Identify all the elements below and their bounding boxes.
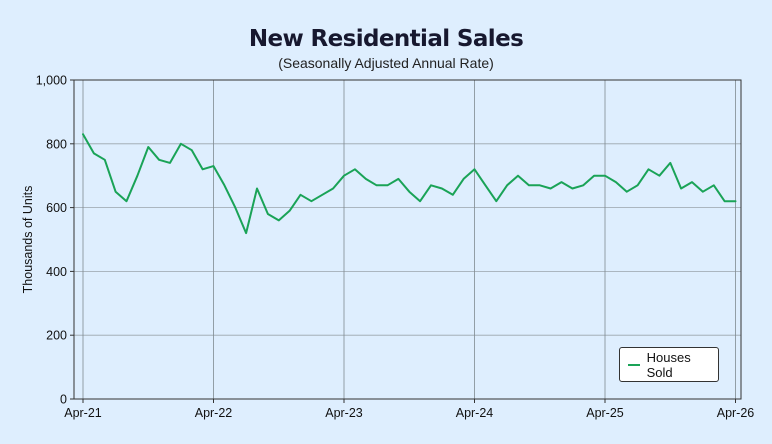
x-tick-label: Apr-21 <box>64 406 102 420</box>
data-point <box>321 194 323 196</box>
data-point <box>474 168 476 170</box>
chart-subtitle: (Seasonally Adjusted Annual Rate) <box>278 55 494 71</box>
data-point <box>724 200 726 202</box>
data-point <box>615 181 617 183</box>
data-point <box>202 168 204 170</box>
x-tick-label: Apr-22 <box>195 406 233 420</box>
plot-frame <box>73 79 742 400</box>
data-point <box>419 200 421 202</box>
data-point <box>180 143 182 145</box>
data-point <box>93 152 95 154</box>
y-tick-label: 200 <box>46 329 67 343</box>
data-point <box>267 213 269 215</box>
data-point <box>300 194 302 196</box>
data-point <box>136 175 138 177</box>
data-point <box>158 159 160 161</box>
data-point <box>289 210 291 212</box>
data-point <box>561 181 563 183</box>
data-point <box>256 187 258 189</box>
data-point <box>115 191 117 193</box>
data-point <box>528 184 530 186</box>
data-point <box>713 184 715 186</box>
data-point <box>234 207 236 209</box>
data-point <box>278 219 280 221</box>
data-point <box>593 175 595 177</box>
data-point <box>213 165 215 167</box>
data-point <box>484 184 486 186</box>
data-point <box>506 184 508 186</box>
data-point <box>147 146 149 148</box>
data-point <box>735 200 737 202</box>
data-point <box>463 178 465 180</box>
data-point <box>343 175 345 177</box>
data-point <box>126 200 128 202</box>
chart-legend: Houses Sold <box>619 347 719 382</box>
data-point <box>680 187 682 189</box>
y-axis-label: Thousands of Units <box>21 186 35 294</box>
data-point <box>452 194 454 196</box>
data-point <box>365 178 367 180</box>
series-line-houses-sold <box>82 133 737 235</box>
y-tick-label: 0 <box>60 393 67 407</box>
data-point <box>691 181 693 183</box>
chart-title: New Residential Sales <box>248 26 524 52</box>
data-point <box>669 162 671 164</box>
legend-label: Houses Sold <box>646 349 691 380</box>
data-point <box>658 175 660 177</box>
y-tick-label: 800 <box>46 137 67 151</box>
x-tick-label: Apr-25 <box>586 406 624 420</box>
data-point <box>387 184 389 186</box>
data-point <box>376 184 378 186</box>
data-point <box>517 175 519 177</box>
data-point <box>310 200 312 202</box>
plot-area <box>74 80 741 399</box>
x-tick-label: Apr-23 <box>325 406 363 420</box>
y-tick-label: 1,000 <box>36 74 67 88</box>
y-tick-label: 400 <box>46 265 67 279</box>
x-tick-label: Apr-26 <box>717 406 755 420</box>
data-point <box>191 149 193 151</box>
data-point <box>223 184 225 186</box>
data-point <box>648 168 650 170</box>
data-point <box>104 159 106 161</box>
data-point <box>169 162 171 164</box>
data-point <box>626 191 628 193</box>
data-point <box>354 168 356 170</box>
data-point <box>571 187 573 189</box>
data-point <box>441 187 443 189</box>
data-point <box>495 200 497 202</box>
data-point <box>539 184 541 186</box>
data-point <box>550 187 552 189</box>
data-point <box>637 184 639 186</box>
data-point <box>702 191 704 193</box>
data-point <box>430 184 432 186</box>
data-point <box>408 191 410 193</box>
data-point <box>332 187 334 189</box>
x-tick-label: Apr-24 <box>456 406 494 420</box>
data-point <box>582 184 584 186</box>
data-point <box>82 133 84 135</box>
data-point <box>245 232 247 234</box>
data-point <box>397 178 399 180</box>
legend-swatch <box>628 363 640 366</box>
y-tick-label: 600 <box>46 201 67 215</box>
data-point <box>604 175 606 177</box>
